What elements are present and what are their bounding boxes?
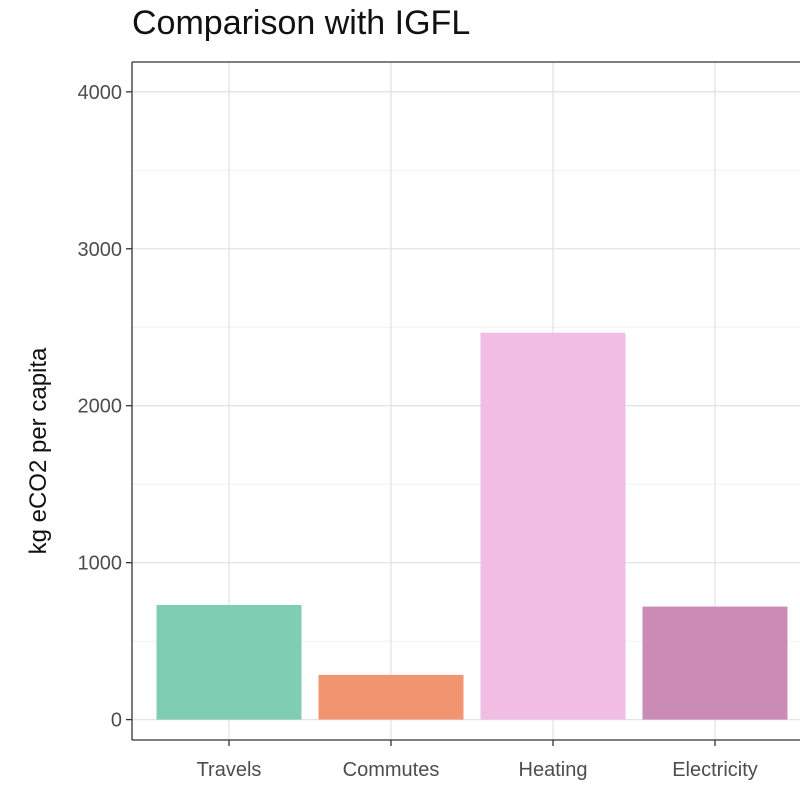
y-axis-label: kg eCO2 per capita	[25, 347, 52, 554]
y-tick-label: 3000	[78, 239, 123, 261]
x-tick-label: Commutes	[343, 759, 440, 781]
y-tick-label: 0	[111, 710, 122, 732]
chart-title: Comparison with IGFL	[132, 4, 471, 42]
bar-commutes	[318, 674, 464, 720]
bar-electricity	[642, 606, 788, 720]
x-tick-label: Heating	[519, 759, 588, 781]
y-tick-label: 1000	[78, 553, 123, 575]
bar-travels	[156, 605, 302, 720]
y-ticks: 0 1000 2000 3000 4000	[78, 82, 132, 732]
axes	[131, 61, 800, 741]
bar-heating	[480, 332, 626, 720]
y-tick-label: 4000	[78, 82, 123, 104]
x-tick-label: Travels	[197, 759, 262, 781]
x-tick-label: Electricity	[672, 759, 758, 781]
y-tick-label: 2000	[78, 396, 123, 418]
x-ticks: Travels Commutes Heating Electricity	[197, 740, 758, 781]
bars	[156, 332, 788, 720]
